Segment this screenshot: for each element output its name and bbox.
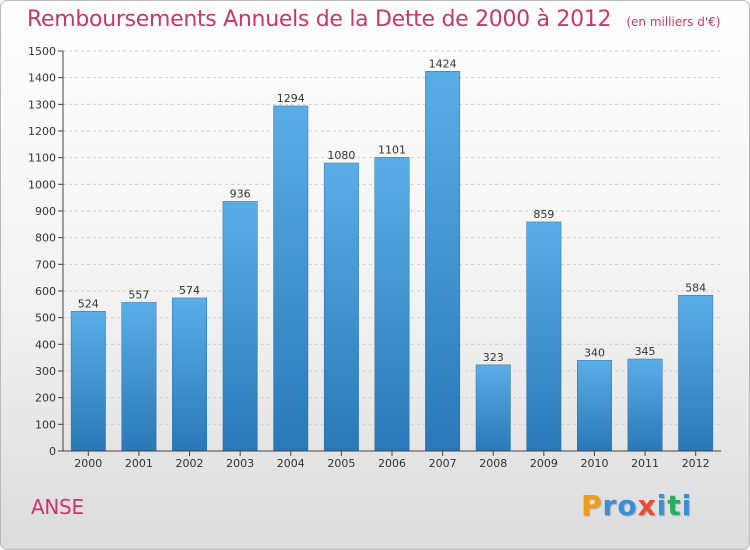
x-tick-label: 2006	[378, 457, 406, 470]
y-tick-label: 300	[35, 365, 56, 378]
y-tick-label: 1100	[28, 152, 56, 165]
x-tick-label: 2007	[429, 457, 457, 470]
x-tick-label: 2004	[277, 457, 305, 470]
title-row: Remboursements Annuels de la Dette de 20…	[27, 7, 720, 32]
x-tick-label: 2005	[327, 457, 355, 470]
y-tick-label: 0	[49, 445, 56, 458]
bar	[273, 105, 309, 452]
chart-unit: (en milliers d'€)	[626, 15, 721, 29]
y-tick-label: 200	[35, 392, 56, 405]
data-labels: 524 557 574 936 1294 1080 1101 1424 323 859 340 345…	[78, 57, 706, 364]
y-tick-label: 900	[35, 205, 56, 218]
bars	[70, 71, 714, 452]
logo-letter: o	[617, 489, 638, 522]
data-label: 574	[179, 284, 200, 297]
y-tick-label: 1500	[28, 45, 56, 58]
data-label: 936	[230, 187, 251, 200]
commune-name: ANSE	[31, 495, 84, 519]
x-tick-label: 2009	[530, 457, 558, 470]
logo-letter: i	[681, 489, 693, 522]
bar	[425, 71, 461, 452]
y-tick-label: 600	[35, 285, 56, 298]
y-tick-label: 1200	[28, 125, 56, 138]
logo-letter: P	[581, 489, 603, 522]
x-tick-label: 2012	[682, 457, 710, 470]
y-tick-label: 500	[35, 312, 56, 325]
y-tick-label: 1300	[28, 98, 56, 111]
bar	[627, 358, 663, 452]
data-label: 323	[483, 351, 504, 364]
data-label: 584	[685, 281, 706, 294]
proxiti-logo: Proxiti	[581, 489, 692, 522]
y-tick-label: 400	[35, 338, 56, 351]
logo-letter: x	[637, 489, 657, 522]
logo-letter: i	[656, 489, 668, 522]
data-label: 557	[128, 288, 149, 301]
data-label: 345	[635, 345, 656, 358]
data-label: 1101	[378, 143, 406, 156]
x-axis-ticks: 2000 2001 2002 2003 2004 2005 2006 2007 2008 2009…	[74, 451, 710, 470]
logo-letter: t	[667, 489, 682, 522]
bar	[374, 157, 410, 452]
bar	[121, 302, 157, 452]
bar	[526, 221, 562, 452]
bar	[70, 311, 106, 452]
x-tick-label: 2003	[226, 457, 254, 470]
x-tick-label: 2008	[479, 457, 507, 470]
bar	[475, 364, 511, 452]
y-tick-label: 800	[35, 232, 56, 245]
x-tick-label: 2000	[74, 457, 102, 470]
data-label: 859	[533, 208, 554, 221]
y-tick-label: 700	[35, 258, 56, 271]
x-tick-label: 2010	[580, 457, 608, 470]
bar	[172, 297, 207, 452]
bar	[577, 360, 612, 452]
y-tick-label: 1000	[28, 178, 56, 191]
axes	[62, 51, 721, 452]
y-tick-label: 100	[35, 418, 56, 431]
x-tick-label: 2002	[176, 457, 204, 470]
data-label: 340	[584, 346, 605, 359]
data-label: 1080	[327, 149, 355, 162]
data-label: 1424	[429, 57, 457, 70]
bar	[678, 295, 714, 452]
bar	[222, 201, 258, 452]
y-axis-ticks: 0 100 200 300 400 500 600 700 800 900 1000 1100 1200…	[28, 45, 63, 458]
logo-letter: r	[602, 489, 618, 522]
data-label: 1294	[277, 92, 305, 105]
bar	[323, 162, 359, 452]
x-tick-label: 2001	[125, 457, 153, 470]
x-tick-label: 2011	[631, 457, 659, 470]
y-tick-label: 1400	[28, 72, 56, 85]
data-label: 524	[78, 297, 99, 310]
chart-title: Remboursements Annuels de la Dette de 20…	[27, 7, 612, 32]
